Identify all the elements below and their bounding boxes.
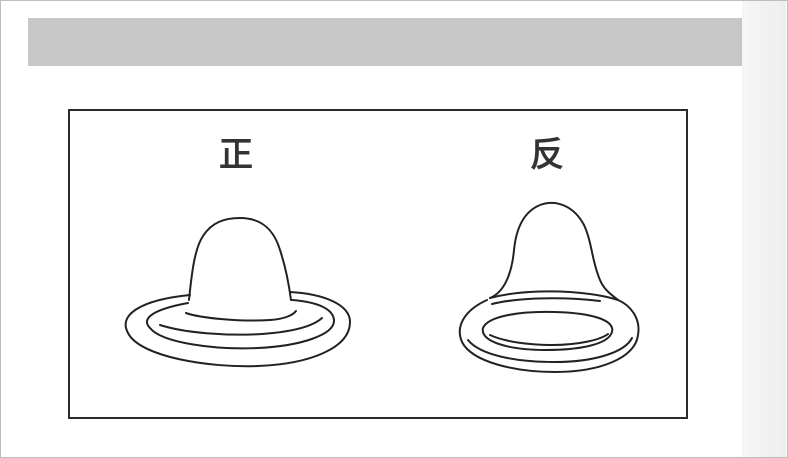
label-back: 反 xyxy=(530,135,564,175)
right-margin-shade xyxy=(742,1,786,457)
label-front: 正 xyxy=(219,135,253,175)
diagram-box xyxy=(68,109,688,419)
header-bar xyxy=(28,18,742,66)
condom-back-illustration xyxy=(458,201,640,373)
condom-front-illustration xyxy=(124,217,351,368)
